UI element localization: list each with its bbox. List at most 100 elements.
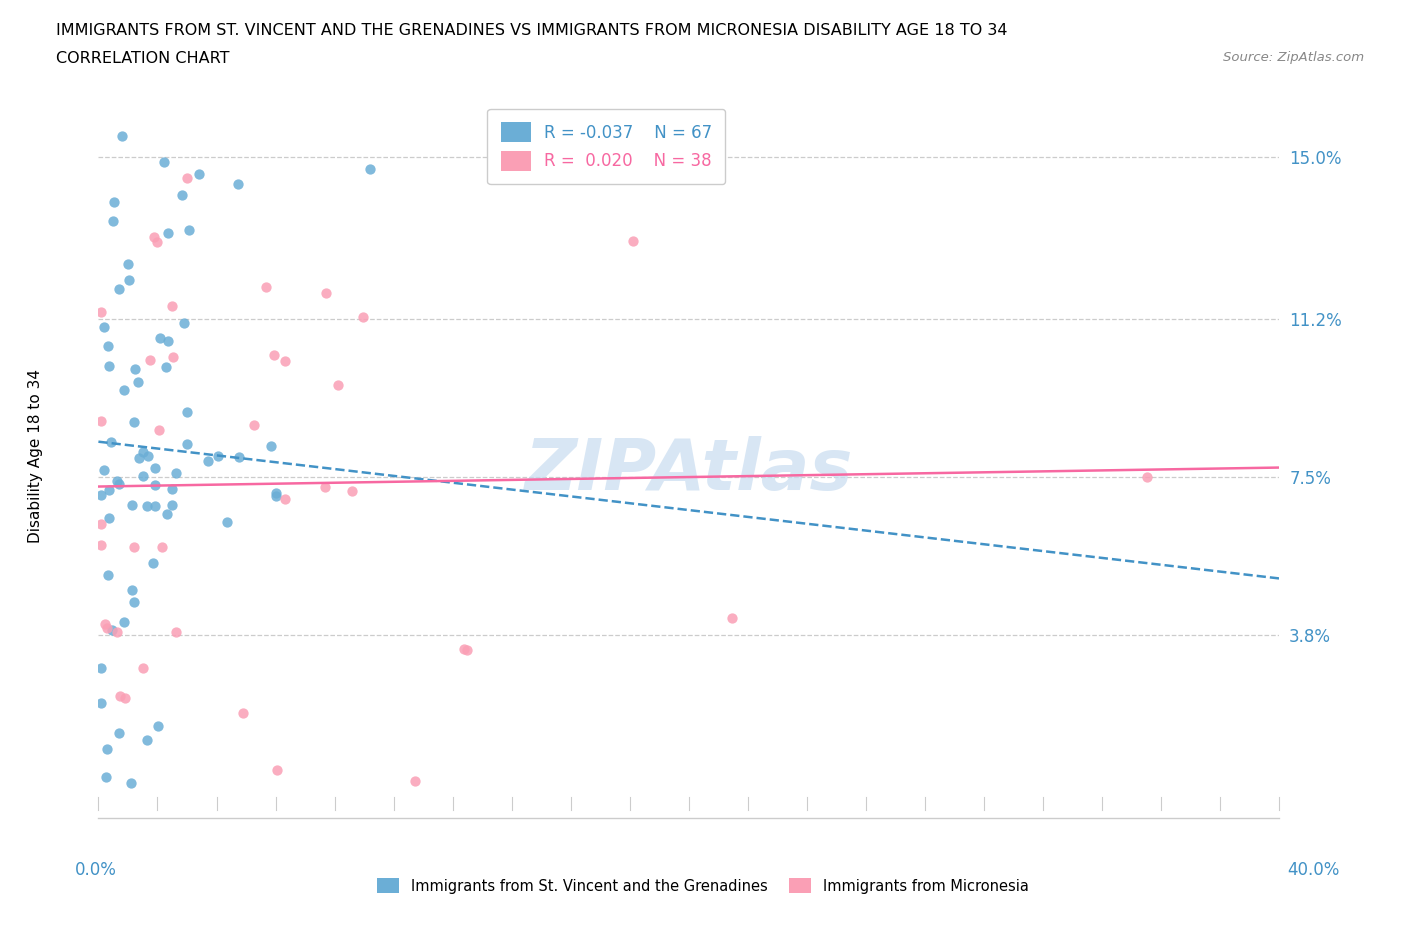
Point [93, 462, 115, 477]
Point [114, 691, 136, 706]
Point [176, 437, 198, 452]
Point [352, 310, 374, 325]
Point [326, 378, 349, 392]
Point [404, 774, 426, 789]
Point [228, 450, 250, 465]
Point [107, 725, 129, 740]
Point [132, 660, 155, 675]
Text: 0.0%: 0.0% [75, 860, 117, 879]
Point [146, 235, 169, 250]
Legend: R = -0.037    N = 67, R =  0.020    N = 38: R = -0.037 N = 67, R = 0.020 N = 38 [488, 109, 725, 184]
Point [143, 499, 166, 514]
Point [93, 319, 115, 334]
Legend: Immigrants from St. Vincent and the Grenadines, Immigrants from Micronesia: Immigrants from St. Vincent and the Gren… [371, 872, 1035, 899]
Point [197, 453, 219, 468]
Point [162, 350, 184, 365]
Point [96, 620, 118, 635]
Point [148, 719, 170, 734]
Point [160, 498, 183, 512]
Point [315, 286, 337, 300]
Point [359, 162, 381, 177]
Point [139, 352, 162, 367]
Point [165, 624, 187, 639]
Point [90, 695, 112, 710]
Point [105, 473, 128, 488]
Point [94, 770, 117, 785]
Point [170, 187, 193, 202]
Point [122, 414, 145, 429]
Text: Source: ZipAtlas.com: Source: ZipAtlas.com [1223, 51, 1364, 64]
Point [97, 339, 120, 353]
Point [112, 383, 135, 398]
Point [156, 507, 179, 522]
Point [118, 272, 141, 287]
Point [90, 305, 112, 320]
Point [162, 299, 183, 313]
Point [314, 479, 336, 494]
Point [132, 445, 155, 459]
Point [160, 481, 183, 496]
Point [121, 583, 143, 598]
Point [107, 625, 129, 640]
Point [135, 733, 157, 748]
Point [149, 330, 172, 345]
Point [135, 498, 157, 513]
Point [266, 763, 288, 777]
Point [103, 194, 125, 209]
Point [120, 776, 142, 790]
Point [148, 423, 170, 438]
Point [260, 438, 283, 453]
Point [90, 660, 112, 675]
Point [124, 362, 146, 377]
Point [215, 515, 238, 530]
Point [173, 315, 195, 330]
Point [155, 359, 177, 374]
Point [274, 491, 297, 506]
Point [90, 538, 112, 552]
Point [94, 617, 117, 631]
Point [96, 742, 118, 757]
Point [156, 334, 179, 349]
Point [340, 484, 363, 498]
Point [127, 375, 149, 390]
Point [232, 705, 254, 720]
Point [107, 477, 129, 492]
Point [143, 477, 166, 492]
Point [103, 214, 125, 229]
Text: ZIPAtlas: ZIPAtlas [524, 436, 853, 505]
Point [138, 448, 160, 463]
Point [177, 223, 200, 238]
Point [150, 539, 173, 554]
Point [98, 483, 121, 498]
Point [165, 466, 187, 481]
Point [721, 610, 744, 625]
Point [143, 460, 166, 475]
Point [124, 595, 146, 610]
Y-axis label: Disability Age 18 to 34: Disability Age 18 to 34 [28, 368, 42, 543]
Point [621, 233, 644, 248]
Text: CORRELATION CHART: CORRELATION CHART [56, 51, 229, 66]
Point [264, 488, 287, 503]
Point [97, 567, 120, 582]
Point [124, 539, 146, 554]
Point [207, 448, 229, 463]
Point [117, 257, 139, 272]
Point [453, 642, 475, 657]
Point [98, 511, 121, 525]
Point [112, 615, 135, 630]
Point [254, 279, 277, 294]
Point [142, 556, 165, 571]
Point [274, 353, 297, 368]
Point [263, 348, 285, 363]
Point [176, 171, 198, 186]
Text: 40.0%: 40.0% [1286, 860, 1340, 879]
Point [242, 418, 264, 432]
Point [187, 166, 209, 181]
Point [108, 281, 131, 296]
Point [111, 128, 134, 143]
Point [456, 643, 478, 658]
Point [153, 155, 176, 170]
Point [264, 485, 287, 500]
Point [108, 689, 131, 704]
Point [90, 414, 112, 429]
